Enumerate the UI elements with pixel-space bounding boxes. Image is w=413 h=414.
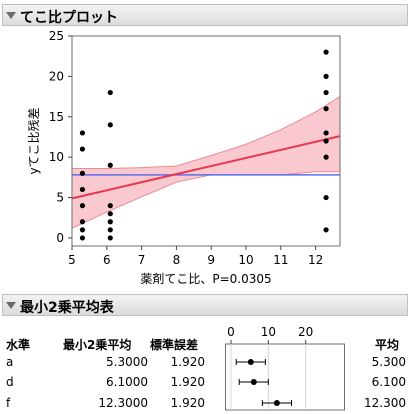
confidence-band-upper (72, 96, 341, 169)
x-tick-label: 6 (103, 253, 111, 267)
row-level: a (6, 355, 14, 369)
x-tick-label: 5 (68, 253, 76, 267)
lsm-table-header[interactable]: 最小2乗平均表 (2, 294, 408, 316)
row-lsmean: 5.3000 (106, 355, 148, 369)
plot-frame (71, 35, 341, 247)
data-point (323, 194, 329, 201)
row-stderr: 1.920 (170, 375, 205, 389)
x-tick-label: 12 (308, 253, 323, 267)
y-tick-label: 0 (56, 231, 64, 245)
data-point (79, 170, 86, 176)
data-point (79, 130, 86, 136)
col-header-stderr: 標準誤差 (150, 338, 199, 352)
x-axis-label: 薬剤てこ比、P=0.0305 (140, 271, 271, 286)
confidence-band (72, 96, 340, 229)
data-point (323, 73, 329, 79)
ci-estimate-point (273, 400, 280, 406)
data-point (107, 122, 113, 128)
fit-line (71, 135, 341, 200)
data-point (107, 227, 113, 233)
x-tick-label: 10 (238, 253, 253, 267)
ci-axis-label: 0 (227, 325, 235, 339)
data-point (79, 235, 86, 241)
data-point (323, 227, 329, 233)
data-point (79, 186, 86, 193)
disclosure-triangle-icon[interactable] (6, 12, 16, 19)
x-tick-label: 9 (207, 253, 215, 267)
data-point (79, 227, 86, 233)
data-point (79, 146, 86, 152)
data-point (107, 203, 113, 209)
col-header-level: 水準 (6, 338, 31, 352)
ci-estimate-point (247, 359, 254, 365)
y-axis-label: yてこ比残差 (27, 107, 41, 174)
data-point (323, 130, 329, 136)
data-point (107, 211, 113, 217)
data-point (107, 89, 113, 96)
row-level: f (6, 396, 11, 410)
row-stderr: 1.920 (170, 355, 205, 369)
data-point (323, 154, 329, 160)
col-header-mean: 平均 (375, 338, 400, 352)
data-point (107, 219, 113, 225)
y-tick-label: 20 (49, 69, 64, 83)
row-stderr: 1.920 (170, 396, 205, 410)
ci-axis-label: 10 (261, 325, 276, 339)
data-point (323, 89, 329, 96)
row-mean: 6.100 (371, 375, 406, 389)
x-tick-label: 7 (138, 253, 146, 267)
y-tick-label: 10 (49, 150, 64, 164)
x-tick-label: 8 (173, 253, 181, 267)
row-lsmean: 12.3000 (98, 396, 148, 410)
row-mean: 12.300 (364, 396, 406, 410)
ci-estimate-point (250, 379, 257, 385)
data-point (323, 49, 329, 55)
data-point (79, 203, 86, 209)
data-point (79, 219, 86, 225)
leverage-plot-title: てこ比プロット (20, 10, 118, 26)
x-tick-label: 11 (273, 253, 288, 267)
row-mean: 5.300 (371, 355, 406, 369)
data-point (107, 235, 113, 241)
row-level: d (6, 375, 14, 389)
y-tick-label: 25 (49, 29, 64, 43)
lsm-table-title: 最小2乗平均表 (20, 300, 114, 316)
data-point (107, 162, 113, 168)
ci-axis-label: 20 (298, 325, 313, 339)
disclosure-triangle-icon[interactable] (6, 302, 16, 309)
data-point (323, 138, 329, 144)
leverage-plot-header[interactable]: てこ比プロット (2, 4, 408, 26)
y-tick-label: 5 (56, 191, 64, 205)
row-lsmean: 6.1000 (106, 375, 148, 389)
ci-plot-frame (225, 343, 345, 411)
lsm-ci-plot: 0 10 20 (225, 325, 345, 411)
y-tick-label: 15 (49, 110, 64, 124)
data-point (323, 106, 329, 112)
col-header-lsmean: 最小2乗平均 (63, 338, 132, 352)
